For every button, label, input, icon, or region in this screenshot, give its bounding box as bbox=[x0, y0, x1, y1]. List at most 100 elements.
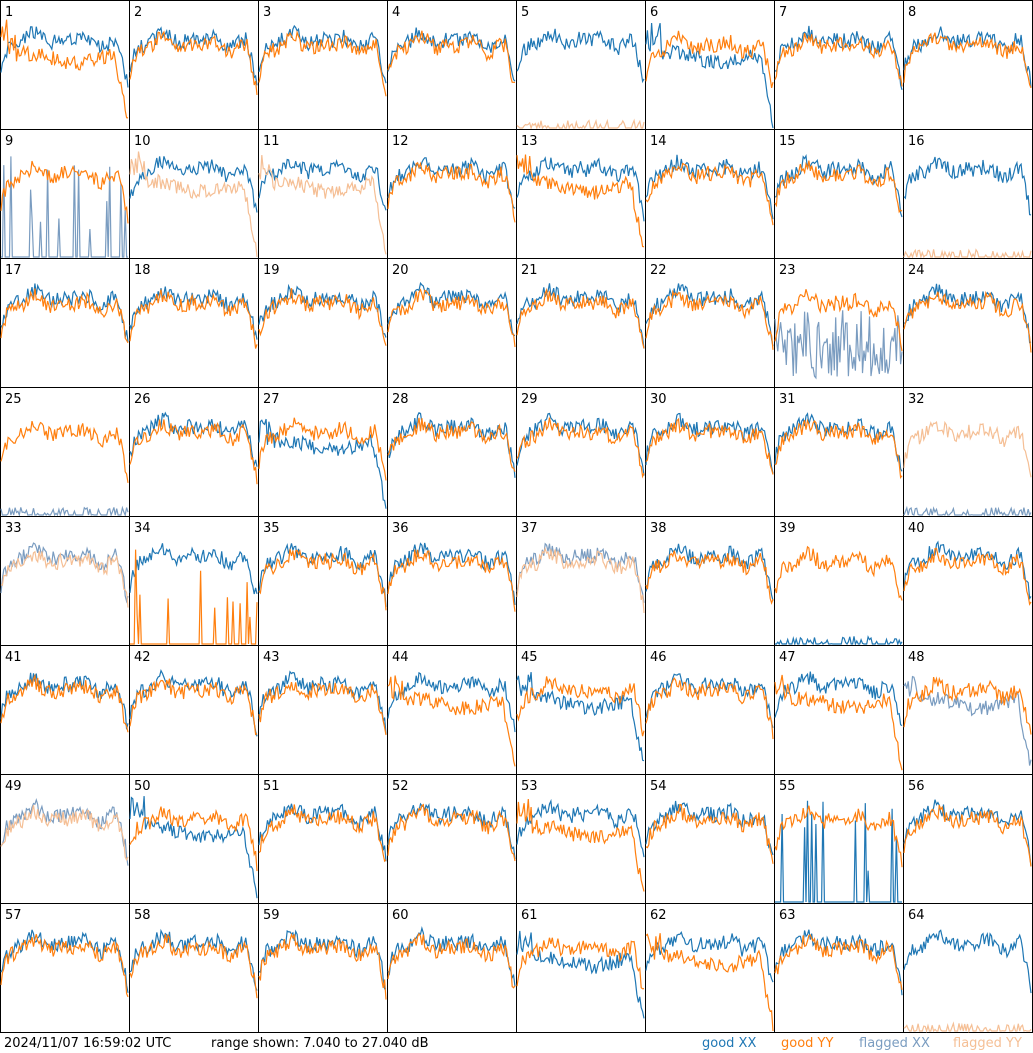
panel-33: 33 bbox=[0, 516, 130, 646]
series-good-yy bbox=[516, 798, 645, 892]
panel-label: 59 bbox=[263, 908, 280, 923]
series-good-yy bbox=[645, 803, 774, 864]
series-good-yy bbox=[774, 160, 903, 214]
series-flagged-yy bbox=[0, 550, 129, 608]
panel-13: 13 bbox=[516, 129, 646, 259]
panel-54: 54 bbox=[645, 774, 775, 904]
footer: 2024/11/07 16:59:02 UTC range shown: 7.0… bbox=[0, 1033, 1033, 1053]
series-good-yy bbox=[645, 677, 774, 740]
panel-18: 18 bbox=[129, 258, 259, 388]
panel-label: 39 bbox=[779, 521, 796, 536]
series-good-xx bbox=[903, 540, 1032, 601]
panel-label: 54 bbox=[650, 779, 667, 794]
panel-label: 58 bbox=[134, 908, 151, 923]
panel-label: 20 bbox=[392, 263, 409, 278]
panel-label: 42 bbox=[134, 650, 151, 665]
panel-label: 21 bbox=[521, 263, 538, 278]
panel-label: 2 bbox=[134, 5, 142, 20]
panel-label: 32 bbox=[908, 392, 925, 407]
panel-11: 11 bbox=[258, 129, 388, 259]
series-good-yy bbox=[0, 160, 129, 224]
legend-flagged-yy: flagged YY bbox=[953, 1036, 1022, 1051]
series-flagged-yy bbox=[903, 1021, 1032, 1033]
panel-frame bbox=[129, 0, 259, 130]
series-good-xx bbox=[903, 156, 1032, 216]
panel-label: 16 bbox=[908, 134, 925, 149]
panel-27: 27 bbox=[258, 387, 388, 517]
series-good-yy bbox=[774, 934, 903, 990]
series-good-xx bbox=[258, 158, 387, 211]
series-good-yy bbox=[774, 289, 903, 352]
series-good-xx bbox=[516, 798, 645, 858]
panel-label: 53 bbox=[521, 779, 538, 794]
series-good-xx bbox=[129, 543, 258, 595]
panel-label: 4 bbox=[392, 5, 400, 20]
panel-label: 35 bbox=[263, 521, 280, 536]
panel-31: 31 bbox=[774, 387, 904, 517]
panel-label: 49 bbox=[5, 779, 22, 794]
series-good-xx bbox=[0, 283, 129, 342]
series-good-xx bbox=[129, 286, 258, 340]
panel-46: 46 bbox=[645, 645, 775, 775]
series-good-xx bbox=[903, 799, 1032, 866]
panel-label: 64 bbox=[908, 908, 925, 923]
panel-label: 60 bbox=[392, 908, 409, 923]
series-good-yy bbox=[903, 32, 1032, 89]
series-flagged-yy bbox=[0, 805, 129, 862]
series-good-yy bbox=[387, 932, 516, 989]
panel-22: 22 bbox=[645, 258, 775, 388]
series-flagged-xx bbox=[774, 310, 903, 380]
panel-7: 7 bbox=[774, 0, 904, 130]
series-good-yy bbox=[774, 805, 903, 868]
series-good-yy bbox=[903, 547, 1032, 606]
series-good-yy bbox=[258, 932, 387, 1000]
series-flagged-xx bbox=[0, 542, 129, 604]
series-good-yy bbox=[774, 545, 903, 601]
panel-label: 40 bbox=[908, 521, 925, 536]
panel-40: 40 bbox=[903, 516, 1033, 646]
series-good-yy bbox=[387, 30, 516, 83]
series-good-xx bbox=[387, 412, 516, 478]
panel-label: 30 bbox=[650, 392, 667, 407]
panel-19: 19 bbox=[258, 258, 388, 388]
panel-16: 16 bbox=[903, 129, 1033, 260]
series-good-xx bbox=[516, 930, 645, 1019]
series-good-xx bbox=[387, 926, 516, 987]
panel-label: 31 bbox=[779, 392, 796, 407]
series-good-xx bbox=[774, 929, 903, 996]
panel-25: 25 bbox=[0, 387, 130, 518]
panel-48: 48 bbox=[903, 645, 1033, 775]
panel-35: 35 bbox=[258, 516, 388, 646]
series-good-yy bbox=[645, 550, 774, 605]
series-good-yy bbox=[645, 417, 774, 475]
panel-label: 43 bbox=[263, 650, 280, 665]
panel-62: 62 bbox=[645, 903, 775, 1033]
series-good-xx bbox=[774, 153, 903, 218]
series-good-yy bbox=[0, 288, 129, 344]
panel-label: 41 bbox=[5, 650, 22, 665]
panel-8: 8 bbox=[903, 0, 1033, 130]
panel-label: 8 bbox=[908, 5, 916, 20]
series-flagged-xx bbox=[0, 505, 129, 518]
series-good-yy bbox=[0, 934, 129, 998]
series-good-yy bbox=[903, 676, 1032, 735]
series-good-yy bbox=[130, 549, 258, 645]
series-good-yy bbox=[0, 420, 129, 483]
series-good-yy bbox=[258, 417, 387, 481]
series-flagged-yy bbox=[258, 155, 387, 255]
series-good-yy bbox=[258, 681, 387, 736]
panel-frame bbox=[774, 0, 904, 130]
panel-39: 39 bbox=[774, 516, 904, 647]
legend-good-xx: good XX bbox=[702, 1036, 757, 1051]
series-good-yy bbox=[387, 803, 516, 862]
panel-10: 10 bbox=[129, 129, 259, 259]
series-good-xx bbox=[0, 929, 129, 993]
series-good-yy bbox=[516, 287, 645, 349]
series-good-yy bbox=[129, 30, 258, 95]
panel-12: 12 bbox=[387, 129, 517, 259]
series-good-xx bbox=[516, 283, 645, 349]
series-good-yy bbox=[258, 549, 387, 611]
panel-label: 63 bbox=[779, 908, 796, 923]
panel-label: 25 bbox=[5, 392, 22, 407]
panel-5: 5 bbox=[516, 0, 646, 131]
